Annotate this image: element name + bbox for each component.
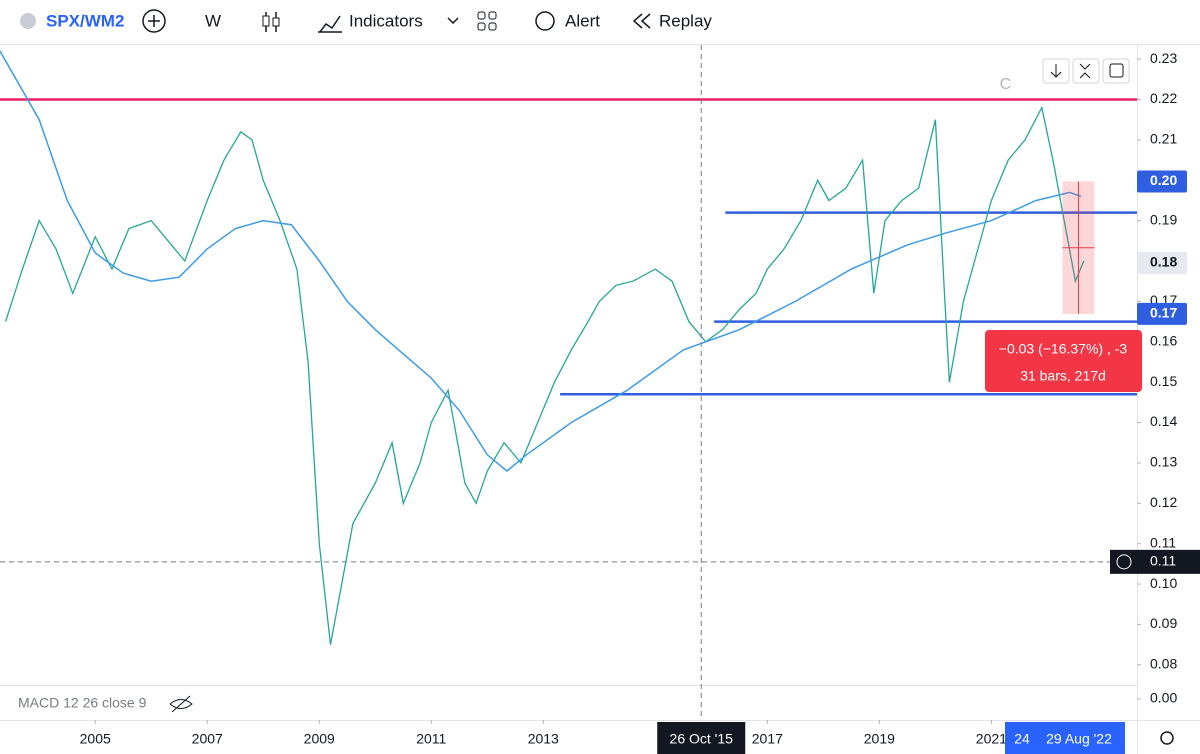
chart-buttons xyxy=(1042,58,1174,745)
range-start: 24 xyxy=(1014,731,1030,747)
y-tick-label: 0.00 xyxy=(1150,690,1177,706)
y-tick-label: 0.14 xyxy=(1150,413,1177,429)
macd-label: MACD 12 26 close 9 xyxy=(18,695,147,711)
y-tick-label: 0.08 xyxy=(1150,656,1177,672)
crosshair-y-label: 0.11 xyxy=(1150,553,1176,569)
indicators-icon xyxy=(318,15,342,33)
price-label-bg xyxy=(1137,252,1187,275)
crosshair-y-bg xyxy=(1110,549,1200,574)
y-tick-label: 0.12 xyxy=(1150,494,1177,510)
y-tick-label: 0.11 xyxy=(1150,534,1176,550)
interval[interactable]: W xyxy=(205,11,221,30)
price-label: 0.20 xyxy=(1150,172,1177,188)
price-label: 0.18 xyxy=(1150,254,1177,270)
candle-icon xyxy=(272,17,280,27)
y-tick-label: 0.15 xyxy=(1150,373,1177,389)
square xyxy=(477,11,486,20)
symbol-icon xyxy=(20,13,36,29)
price-label-bg xyxy=(1137,170,1187,193)
fullscreen-icon xyxy=(1109,63,1124,78)
alert[interactable]: Alert xyxy=(565,11,600,30)
toolbar: SPX/WM2 W Indicators Alert Replay xyxy=(0,9,1200,45)
plot: 0.08 0.09 0.10 0.11 0.12 0.13 0.14 0.15 0.16 0.17… xyxy=(0,45,1200,754)
plus-icon xyxy=(148,15,160,27)
layouts-icon[interactable] xyxy=(477,11,497,31)
dropdown[interactable] xyxy=(447,17,459,25)
y-tick-label: 0.16 xyxy=(1150,332,1177,348)
y-tick-label: 0.23 xyxy=(1150,50,1177,66)
button[interactable] xyxy=(1072,58,1100,84)
crosshair-plus xyxy=(1116,554,1132,570)
x-tick-label: 2009 xyxy=(304,731,335,747)
price-label: 0.17 xyxy=(1150,305,1177,321)
price-label-bg xyxy=(1137,302,1187,325)
x-tick-label: 2021 xyxy=(976,731,1007,747)
y-tick-label: 0.19 xyxy=(1150,211,1177,227)
square xyxy=(488,11,497,20)
annotation: C xyxy=(1000,76,1012,93)
measure-change: −0.03 (−16.37%) , -3 xyxy=(999,341,1128,357)
x-tick-label: 2007 xyxy=(192,731,223,747)
button[interactable] xyxy=(1102,58,1130,84)
candle-icon xyxy=(262,15,270,27)
square xyxy=(477,22,486,31)
indicators[interactable]: Indicators xyxy=(349,11,423,30)
y-tick-label: 0.22 xyxy=(1150,90,1177,106)
alert-icon xyxy=(535,11,555,31)
crosshair-x-bg xyxy=(657,722,746,754)
crosshair-x-label: 26 Oct '15 xyxy=(670,731,734,747)
hide-icon xyxy=(169,695,193,713)
measure-label-bg xyxy=(985,330,1142,392)
arrow-icon xyxy=(1050,64,1062,78)
x-tick-label: 2013 xyxy=(528,731,559,747)
square xyxy=(488,22,497,31)
range-bg xyxy=(1005,722,1125,754)
range-end: 29 Aug '22 xyxy=(1046,731,1112,747)
replay-icon xyxy=(632,13,651,29)
y-tick-label: 0.21 xyxy=(1150,131,1177,147)
y-tick-label: 0.10 xyxy=(1150,575,1177,591)
settings-icon[interactable] xyxy=(1160,731,1174,745)
x-tick-label: 2019 xyxy=(864,731,895,747)
y-tick-label: 0.13 xyxy=(1150,454,1177,470)
x-tick-label: 2017 xyxy=(752,731,783,747)
symbol[interactable]: SPX/WM2 xyxy=(46,11,124,30)
y-tick-label: 0.09 xyxy=(1150,615,1177,631)
moving-average xyxy=(0,50,1082,472)
collapse-icon xyxy=(1079,63,1091,79)
measure-span: 31 bars, 217d xyxy=(1020,368,1106,384)
x-tick-label: 2011 xyxy=(416,731,446,747)
replay[interactable]: Replay xyxy=(659,11,712,30)
add-symbol[interactable] xyxy=(142,9,166,33)
price-line xyxy=(4,105,1085,645)
x-tick-label: 2005 xyxy=(80,731,111,747)
